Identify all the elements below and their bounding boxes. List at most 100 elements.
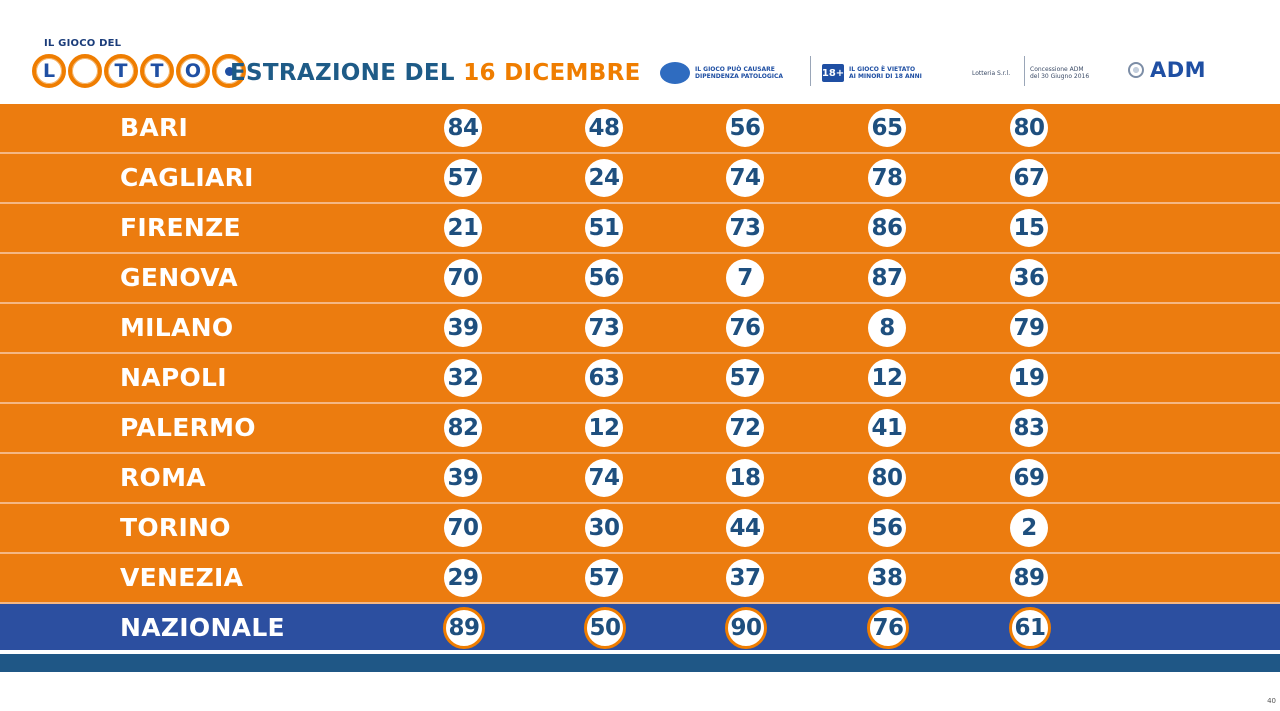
number-ball-national: 61	[1009, 607, 1051, 649]
logo-letter: O	[176, 54, 210, 88]
number-ball: 84	[444, 109, 482, 147]
number-ball: 73	[726, 209, 764, 247]
divider	[810, 56, 811, 86]
header: IL GIOCO DEL L T T O ESTRAZIONE DEL 16 D…	[0, 0, 1280, 104]
age-18-icon: 18+	[822, 64, 844, 82]
draw-results-table: BARI 84 48 56 65 80 CAGLIARI 57 24 74 78…	[0, 104, 1280, 652]
logo-letter: T	[140, 54, 174, 88]
number-ball: 80	[1010, 109, 1048, 147]
corner-label: 40	[1267, 697, 1276, 705]
number-ball: 41	[868, 409, 906, 447]
number-ball: 57	[444, 159, 482, 197]
number-ball: 79	[1010, 309, 1048, 347]
logo-letter: L	[32, 54, 66, 88]
addiction-warning-text: IL GIOCO PUÒ CAUSARE DIPENDENZA PATOLOGI…	[695, 66, 784, 80]
number-ball: 57	[726, 359, 764, 397]
wheel-name: BARI	[120, 113, 189, 142]
logo-top-text: IL GIOCO DEL	[44, 38, 122, 49]
wheel-name: NAPOLI	[120, 363, 227, 392]
draw-row: TORINO 70 30 44 56 2	[0, 504, 1280, 554]
number-ball: 56	[868, 509, 906, 547]
draw-row: FIRENZE 21 51 73 86 15	[0, 204, 1280, 254]
wheel-name: PALERMO	[120, 413, 256, 442]
number-ball: 12	[868, 359, 906, 397]
draw-row: GENOVA 70 56 7 87 36	[0, 254, 1280, 304]
number-ball: 56	[585, 259, 623, 297]
number-ball: 74	[726, 159, 764, 197]
draw-row: PALERMO 82 12 72 41 83	[0, 404, 1280, 454]
number-ball-national: 89	[443, 607, 485, 649]
wheel-name: ROMA	[120, 463, 206, 492]
helpline-icon	[660, 62, 690, 84]
number-ball: 57	[585, 559, 623, 597]
number-ball: 70	[444, 509, 482, 547]
logo-letter: T	[104, 54, 138, 88]
number-ball: 76	[726, 309, 764, 347]
page-title: ESTRAZIONE DEL 16 DICEMBRE	[230, 60, 641, 86]
number-ball: 48	[585, 109, 623, 147]
operator-text: Lotteria S.r.l.	[972, 69, 1011, 77]
number-ball: 18	[726, 459, 764, 497]
number-ball: 63	[585, 359, 623, 397]
minors-warning-text: IL GIOCO È VIETATO AI MINORI DI 18 ANNI	[849, 66, 922, 80]
number-ball: 80	[868, 459, 906, 497]
number-ball: 67	[1010, 159, 1048, 197]
number-ball: 24	[585, 159, 623, 197]
number-ball: 83	[1010, 409, 1048, 447]
adm-text: ADM	[1150, 58, 1207, 82]
number-ball: 87	[868, 259, 906, 297]
draw-row: VENEZIA 29 57 37 38 89	[0, 554, 1280, 604]
number-ball: 56	[726, 109, 764, 147]
wheel-name: GENOVA	[120, 263, 238, 292]
adm-logo: ADM	[1128, 58, 1206, 82]
logo-dot-icon	[212, 54, 246, 88]
number-ball: 7	[726, 259, 764, 297]
number-ball: 89	[1010, 559, 1048, 597]
logo-letter-o-icon	[68, 54, 102, 88]
wheel-name: MILANO	[120, 313, 234, 342]
number-ball: 32	[444, 359, 482, 397]
number-ball: 73	[585, 309, 623, 347]
number-ball: 86	[868, 209, 906, 247]
operator-label: Lotteria S.r.l.	[972, 58, 1010, 88]
number-ball: 72	[726, 409, 764, 447]
footer-bar	[0, 654, 1280, 672]
number-ball: 12	[585, 409, 623, 447]
number-ball-national: 50	[584, 607, 626, 649]
number-ball: 30	[585, 509, 623, 547]
draw-row: BARI 84 48 56 65 80	[0, 104, 1280, 154]
number-ball: 69	[1010, 459, 1048, 497]
addiction-warning: IL GIOCO PUÒ CAUSARE DIPENDENZA PATOLOGI…	[660, 58, 783, 88]
number-ball: 19	[1010, 359, 1048, 397]
number-ball: 15	[1010, 209, 1048, 247]
wheel-name: TORINO	[120, 513, 231, 542]
divider	[1024, 56, 1025, 86]
number-ball: 8	[868, 309, 906, 347]
number-ball: 70	[444, 259, 482, 297]
number-ball: 29	[444, 559, 482, 597]
draw-row: CAGLIARI 57 24 74 78 67	[0, 154, 1280, 204]
minors-warning: 18+ IL GIOCO È VIETATO AI MINORI DI 18 A…	[822, 58, 922, 88]
number-ball: 36	[1010, 259, 1048, 297]
national-row: NAZIONALE 89 50 90 76 61	[0, 604, 1280, 652]
number-ball: 82	[444, 409, 482, 447]
number-ball: 65	[868, 109, 906, 147]
number-ball-national: 90	[725, 607, 767, 649]
concession-text: Concessione ADM del 30 Giugno 2016	[1030, 66, 1090, 80]
footer-divider	[0, 650, 1280, 654]
lotto-logo: IL GIOCO DEL L T T O	[32, 38, 246, 94]
draw-row: ROMA 39 74 18 80 69	[0, 454, 1280, 504]
concession-label: Concessione ADM del 30 Giugno 2016	[1030, 58, 1089, 88]
number-ball: 38	[868, 559, 906, 597]
number-ball: 39	[444, 459, 482, 497]
wheel-name: VENEZIA	[120, 563, 244, 592]
adm-emblem-icon	[1128, 62, 1144, 78]
number-ball: 39	[444, 309, 482, 347]
title-prefix: ESTRAZIONE DEL	[230, 60, 455, 86]
number-ball: 78	[868, 159, 906, 197]
logo-letters: L T T O	[32, 54, 246, 90]
number-ball: 51	[585, 209, 623, 247]
number-ball-national: 76	[867, 607, 909, 649]
wheel-name-national: NAZIONALE	[120, 613, 285, 642]
wheel-name: FIRENZE	[120, 213, 241, 242]
